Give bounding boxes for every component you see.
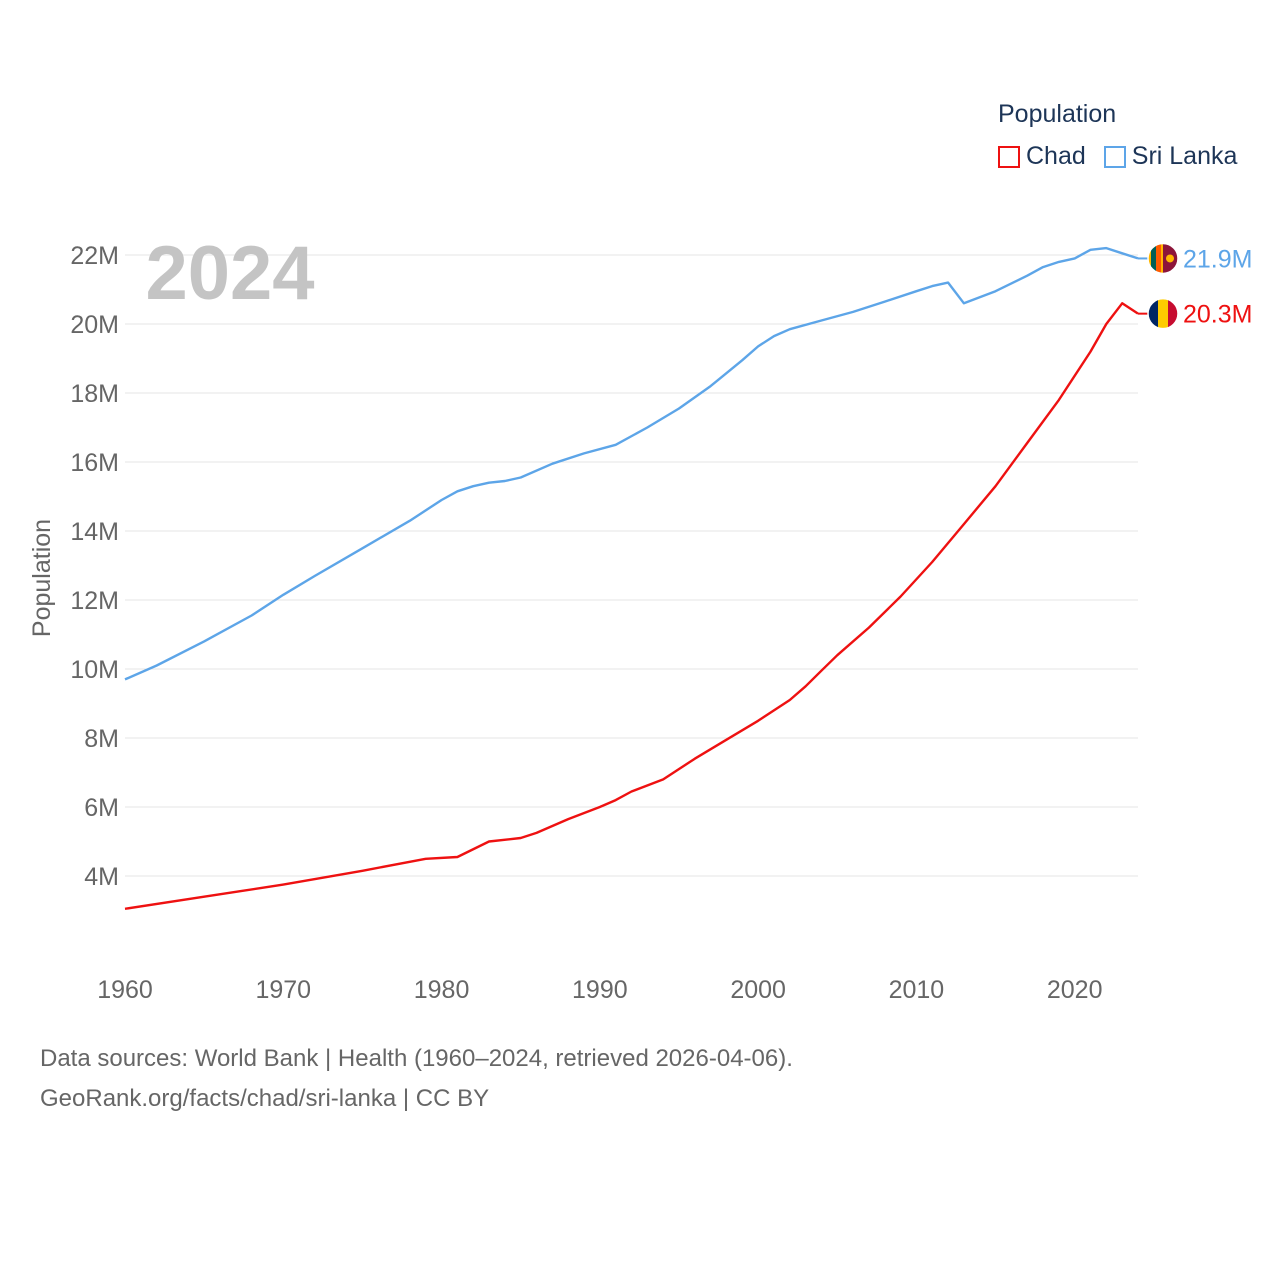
x-tick-label: 1970: [255, 976, 311, 1004]
x-tick-label: 2000: [730, 976, 786, 1004]
legend-label-chad: Chad: [1026, 142, 1086, 170]
flag-lion: [1166, 254, 1174, 263]
series-line-chad: [124, 302, 1139, 910]
legend-title: Population: [998, 100, 1117, 128]
flag-ring: [1147, 297, 1179, 330]
legend-item-chad[interactable]: Chad: [998, 142, 1086, 171]
flag-stripe-green: [1151, 243, 1156, 274]
flag-stripe-red: [1168, 298, 1178, 329]
legend-swatch-sri-lanka: [1103, 145, 1126, 168]
flag-stripe-orange: [1156, 243, 1161, 274]
y-tick-label: 18M: [70, 380, 119, 408]
x-tick-label: 1990: [572, 976, 628, 1004]
y-axis-label: Population: [28, 519, 56, 637]
flag-stripe-yellow: [1158, 298, 1168, 329]
chad-flag-icon: [1147, 297, 1179, 330]
legend-label-sri-lanka: Sri Lanka: [1131, 142, 1238, 170]
source-line-1: Data sources: World Bank | Health (1960–…: [40, 1045, 793, 1072]
y-tick-label: 12M: [70, 587, 119, 615]
x-tick-label: 2010: [889, 976, 945, 1004]
source-line-2[interactable]: GeoRank.org/facts/chad/sri-lanka | CC BY: [40, 1085, 490, 1112]
legend-swatch-chad: [998, 145, 1020, 168]
y-tick-label: 10M: [70, 656, 119, 684]
legend: Chad Sri Lanka: [998, 142, 1237, 171]
y-tick-label: 20M: [70, 311, 119, 339]
flag-body: [1148, 298, 1178, 329]
flag-body: [1148, 243, 1178, 274]
series-lines: [124, 246, 1139, 910]
y-tick-label: 6M: [84, 794, 119, 822]
legend-item-sri-lanka[interactable]: Sri Lanka: [1103, 142, 1238, 171]
end-value-label-sri-lanka: 21.9M: [1183, 245, 1252, 273]
end-value-label-chad: 20.3M: [1183, 301, 1252, 329]
x-tick-label: 2020: [1047, 976, 1103, 1004]
y-tick-label: 16M: [70, 449, 119, 477]
sri-lanka-flag-icon: [1147, 242, 1179, 275]
y-tick-label: 4M: [84, 863, 119, 891]
y-tick-label: 22M: [70, 242, 119, 270]
x-tick-label: 1980: [414, 976, 470, 1004]
axes: 4M 6M 8M 10M 12M 14M 16M 18M 20M 22M 1960 1970 1980 1…: [70, 242, 1102, 1004]
flag-ring: [1147, 242, 1179, 275]
year-watermark: 2024: [145, 231, 314, 316]
gridlines: [125, 254, 1138, 877]
y-tick-label: 14M: [70, 518, 119, 546]
end-markers: 21.9M 20.3M: [1138, 242, 1252, 330]
y-tick-label: 8M: [84, 725, 119, 753]
x-tick-label: 1960: [97, 976, 153, 1004]
series-line-sri-lanka: [124, 246, 1139, 681]
flag-stripe-blue: [1148, 298, 1158, 329]
